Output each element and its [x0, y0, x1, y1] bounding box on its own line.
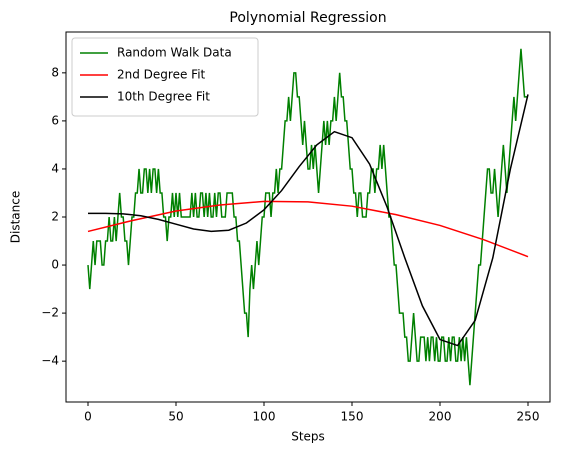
series-line — [88, 94, 529, 347]
y-tick-label: 2 — [51, 210, 59, 224]
legend-label: 10th Degree Fit — [117, 90, 210, 104]
x-tick-label: 50 — [168, 410, 183, 424]
y-tick-label: −2 — [41, 306, 59, 320]
series-line — [87, 200, 529, 258]
y-tick-label: 8 — [51, 65, 59, 79]
y-tick-label: 6 — [51, 113, 59, 127]
y-tick-label: 4 — [51, 161, 59, 175]
legend-label: Random Walk Data — [117, 46, 232, 60]
x-tick-label: 100 — [253, 410, 276, 424]
x-tick-label: 250 — [517, 410, 540, 424]
y-tick-label: −4 — [41, 354, 59, 368]
y-tick-label: 0 — [51, 258, 59, 272]
chart-title: Polynomial Regression — [229, 10, 386, 26]
legend-label: 2nd Degree Fit — [117, 68, 206, 82]
x-tick-label: 0 — [84, 410, 92, 424]
x-tick-label: 150 — [341, 410, 364, 424]
legend-box — [71, 37, 259, 117]
x-axis-label: Steps — [291, 430, 325, 444]
y-axis-label: Distance — [9, 191, 23, 243]
x-tick-label: 200 — [429, 410, 452, 424]
plot-frame — [65, 31, 551, 403]
